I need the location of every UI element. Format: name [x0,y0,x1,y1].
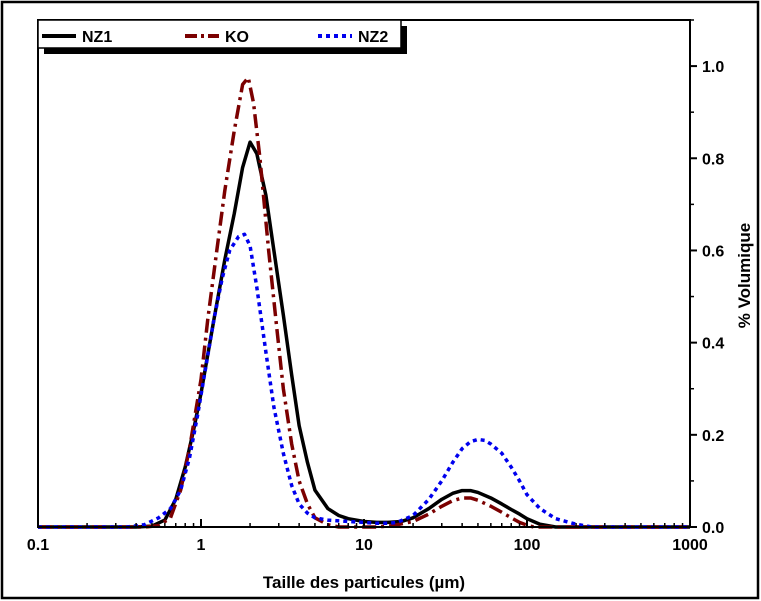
series-line-ko [38,75,690,529]
y-tick-label: 0.6 [702,243,724,260]
series-line-nz1 [38,140,690,529]
x-tick-label: 10 [355,537,373,554]
legend-box [37,19,402,49]
legend: NZ1 KO NZ2 [37,19,407,54]
series-line-nz2 [38,232,690,529]
plot-frame [37,19,691,528]
y-tick-label: 0.8 [702,151,724,168]
x-tick-label: 100 [514,537,541,554]
x-tick-label: 1 [197,537,206,554]
x-tick-label: 1000 [672,537,708,554]
legend-label-nz1: NZ1 [82,29,112,46]
y-tick-label: 0.0 [702,520,724,537]
y-tick-label: 0.4 [702,336,724,353]
y-tick-label: 1.0 [702,59,724,76]
x-tick-label: 0.1 [27,537,49,554]
legend-label-ko: KO [225,29,249,46]
series-layer [38,75,690,529]
legend-label-nz2: NZ2 [358,29,388,46]
x-axis-title: Taille des particules (µm) [263,573,465,592]
y-tick-label: 0.2 [702,428,724,445]
y-axis-title: % Volumique [735,223,754,328]
